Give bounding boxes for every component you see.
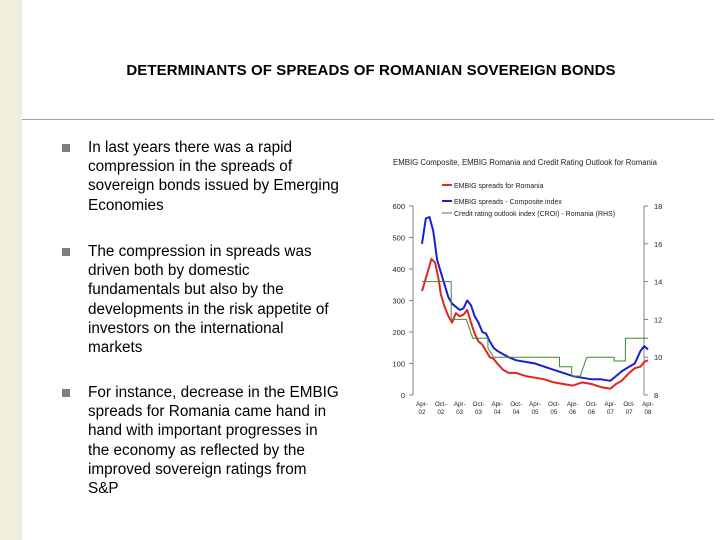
left-axis-tick-label: 0 <box>401 391 405 400</box>
x-axis-tick-label: Apr- <box>604 401 616 408</box>
x-axis-tick-label: Oct- <box>623 401 635 408</box>
bullet-text-3: For instance, decrease in the EMBIG spre… <box>88 384 339 498</box>
x-axis-tick-label: 05 <box>550 409 557 416</box>
series-line-composite <box>421 216 649 382</box>
x-axis-tick-label: Oct- <box>510 401 522 408</box>
x-axis-tick-label: 02 <box>437 409 444 416</box>
bullet-text-2: The compression in spreads was driven bo… <box>88 243 329 357</box>
slide-title: DETERMINANTS OF SPREADS OF ROMANIAN SOVE… <box>126 62 616 79</box>
x-axis-tick-label: Apr- <box>642 401 654 408</box>
right-axis-tick-label: 16 <box>654 240 662 249</box>
chart-legend: EMBIG spreads for Romania EMBIG spreads … <box>442 183 615 218</box>
x-axis-tick-label: 06 <box>588 409 595 416</box>
x-axis-tick-label: 02 <box>419 409 426 416</box>
x-axis-tick-label: Oct- <box>586 401 598 408</box>
legend-label-romania: EMBIG spreads for Romania <box>454 183 544 190</box>
left-decorative-band <box>0 0 22 540</box>
right-axis-tick-label: 10 <box>654 353 662 362</box>
x-axis-tick-label: 07 <box>607 409 614 416</box>
left-axis-tick-label: 500 <box>392 234 405 243</box>
right-axis-tick-label: 18 <box>654 202 662 211</box>
series-line-romania <box>421 257 649 390</box>
x-axis-tick-label: Oct- <box>548 401 560 408</box>
x-axis-tick-label: 05 <box>532 409 539 416</box>
series-line-rating <box>422 281 648 377</box>
legend-label-rating: Credit rating outlook index (CROI) - Rom… <box>454 211 615 218</box>
x-axis-tick-label: 03 <box>475 409 482 416</box>
right-axis-tick-label: 12 <box>654 315 662 324</box>
x-axis-tick-label: 08 <box>645 409 652 416</box>
left-axis-tick-label: 100 <box>392 360 405 369</box>
chart-title: EMBIG Composite, EMBIG Romania and Credi… <box>393 158 658 167</box>
x-axis-tick-label: Oct- <box>473 401 485 408</box>
legend-label-composite: EMBIG spreads - Composite index <box>454 199 562 206</box>
bullet-marker <box>62 248 70 256</box>
x-axis-tick-label: 07 <box>626 409 633 416</box>
left-axis-tick-label: 600 <box>392 202 405 211</box>
right-axis-tick-label: 8 <box>654 391 658 400</box>
title-divider <box>22 119 714 120</box>
bullet-marker <box>62 389 70 397</box>
x-axis-tick-label: Apr- <box>529 401 541 408</box>
bullet-text-1: In last years there was a rapid compress… <box>88 139 339 214</box>
left-axis-tick-label: 300 <box>392 297 405 306</box>
x-axis-tick-label: Oct- <box>435 401 447 408</box>
x-axis-tick-label: 04 <box>513 409 520 416</box>
x-axis-tick-label: Apr- <box>567 401 579 408</box>
bullet-marker <box>62 144 70 152</box>
x-axis-tick-label: Apr- <box>416 401 428 408</box>
left-axis-tick-label: 400 <box>392 265 405 274</box>
x-axis-tick-label: Apr- <box>454 401 466 408</box>
x-axis-tick-label: 06 <box>569 409 576 416</box>
left-axis-tick-label: 200 <box>392 328 405 337</box>
right-axis-tick-label: 14 <box>654 278 662 287</box>
x-axis-tick-label: 04 <box>494 409 501 416</box>
spreads-chart: EMBIG Composite, EMBIG Romania and Credi… <box>392 158 662 416</box>
x-axis-tick-label: 03 <box>456 409 463 416</box>
x-axis-tick-label: Apr- <box>491 401 503 408</box>
